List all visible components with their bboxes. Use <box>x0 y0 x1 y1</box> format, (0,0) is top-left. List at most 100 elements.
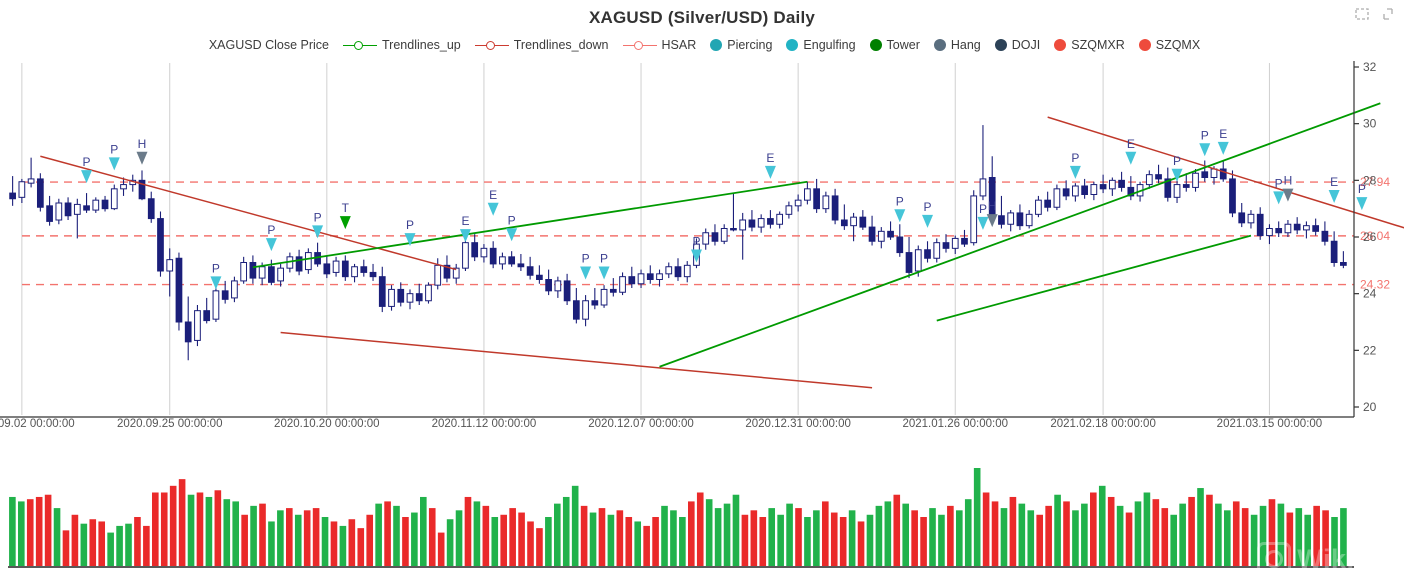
volume-bar[interactable] <box>652 517 659 566</box>
candle[interactable] <box>18 178 26 203</box>
volume-bar[interactable] <box>607 514 615 566</box>
candle[interactable] <box>83 193 90 213</box>
volume-bar[interactable] <box>1081 503 1088 566</box>
candle[interactable] <box>785 201 793 219</box>
volume-bar[interactable] <box>26 499 34 566</box>
volume-bar[interactable] <box>44 494 52 566</box>
volume-bar[interactable] <box>911 510 918 566</box>
volume-bar[interactable] <box>1224 510 1231 566</box>
volume-bar[interactable] <box>696 492 704 567</box>
volume-bar[interactable] <box>1116 505 1124 566</box>
volume-bar[interactable] <box>956 510 963 566</box>
volume-bar[interactable] <box>1143 492 1151 567</box>
pattern-marker-engulfing[interactable]: E <box>1125 137 1137 165</box>
candle[interactable] <box>711 224 719 246</box>
pattern-marker-piercing[interactable]: P <box>1273 176 1285 205</box>
candle[interactable] <box>1275 221 1283 237</box>
candle[interactable] <box>397 282 405 307</box>
candle[interactable] <box>776 211 784 229</box>
candle[interactable] <box>609 278 617 297</box>
volume-bar[interactable] <box>580 505 588 566</box>
volume-bar[interactable] <box>795 508 802 566</box>
volume-bar[interactable] <box>723 503 731 566</box>
volume-bar[interactable] <box>732 494 740 566</box>
volume-bar[interactable] <box>482 505 490 566</box>
legend-item-trendlines-down[interactable]: Trendlines_down <box>474 38 609 52</box>
volume-bar[interactable] <box>1197 488 1204 566</box>
candle[interactable] <box>249 255 257 284</box>
volume-bar[interactable] <box>1090 492 1097 567</box>
volume-bar[interactable] <box>1063 501 1070 566</box>
candle[interactable] <box>166 248 174 297</box>
candle[interactable] <box>674 258 682 281</box>
candle[interactable] <box>665 262 673 279</box>
candle[interactable] <box>563 273 571 305</box>
volume-bar[interactable] <box>643 525 650 566</box>
candle[interactable] <box>443 255 451 283</box>
volume-bar[interactable] <box>143 525 150 566</box>
volume-bar[interactable] <box>875 505 883 566</box>
volume-bar[interactable] <box>1215 503 1222 566</box>
candle[interactable] <box>813 178 820 213</box>
candle[interactable] <box>896 224 904 257</box>
volume-bar[interactable] <box>250 505 257 566</box>
candle[interactable] <box>887 221 894 240</box>
volume-bar[interactable] <box>589 512 597 566</box>
candle[interactable] <box>739 212 747 260</box>
candle[interactable] <box>64 197 72 220</box>
volume-bar[interactable] <box>813 510 820 566</box>
candle[interactable] <box>1321 221 1329 246</box>
candle[interactable] <box>212 286 220 322</box>
volume-bar[interactable] <box>125 523 132 566</box>
candle[interactable] <box>1266 224 1273 245</box>
candle[interactable] <box>378 266 386 313</box>
volume-bar[interactable] <box>670 510 677 566</box>
candle[interactable] <box>508 251 516 267</box>
volume-bar[interactable] <box>741 514 749 566</box>
volume-bar[interactable] <box>786 503 793 566</box>
legend-item-xagusd-close-price[interactable]: XAGUSD Close Price <box>204 38 329 52</box>
candle[interactable] <box>1007 210 1015 232</box>
volume-bar[interactable] <box>1125 512 1133 566</box>
volume-bar[interactable] <box>705 499 713 566</box>
candle[interactable] <box>184 296 192 361</box>
candle[interactable] <box>637 269 645 288</box>
volume-bar[interactable] <box>1286 512 1294 566</box>
pattern-marker-piercing[interactable]: P <box>1356 182 1368 211</box>
volume-bar[interactable] <box>294 514 302 566</box>
candle[interactable] <box>619 272 626 296</box>
candle[interactable] <box>517 254 525 271</box>
volume-bar[interactable] <box>35 496 43 566</box>
pattern-marker-piercing[interactable]: P <box>977 202 989 230</box>
candle[interactable] <box>822 191 830 213</box>
volume-bar[interactable] <box>1009 496 1017 566</box>
candle[interactable] <box>545 269 552 296</box>
volume-bar[interactable] <box>303 510 311 566</box>
volume-bar[interactable] <box>402 517 409 566</box>
pattern-marker-piercing[interactable]: P <box>1171 154 1183 182</box>
candle[interactable] <box>480 244 488 263</box>
candle[interactable] <box>388 285 395 311</box>
candle[interactable] <box>489 241 497 269</box>
volume-bar[interactable] <box>1134 501 1142 566</box>
candle[interactable] <box>646 265 654 284</box>
volume-bar[interactable] <box>1331 517 1338 566</box>
volume-bar[interactable] <box>938 514 945 566</box>
volume-bar[interactable] <box>116 525 123 566</box>
volume-bar[interactable] <box>134 517 141 566</box>
candle[interactable] <box>831 188 839 225</box>
candle[interactable] <box>27 157 35 188</box>
volume-bar[interactable] <box>536 528 543 566</box>
volume-bar[interactable] <box>804 517 811 566</box>
candle[interactable] <box>628 266 636 288</box>
pattern-marker-piercing[interactable]: P <box>580 252 592 280</box>
candle[interactable] <box>600 285 608 308</box>
candle[interactable] <box>804 181 811 205</box>
candle[interactable] <box>1053 184 1061 211</box>
candle[interactable] <box>55 198 63 225</box>
volume-bar[interactable] <box>473 501 481 566</box>
volume-bar[interactable] <box>169 485 177 566</box>
pattern-marker-piercing[interactable]: P <box>108 142 120 171</box>
pattern-marker-tower[interactable]: T <box>339 201 351 230</box>
candle[interactable] <box>360 259 368 277</box>
